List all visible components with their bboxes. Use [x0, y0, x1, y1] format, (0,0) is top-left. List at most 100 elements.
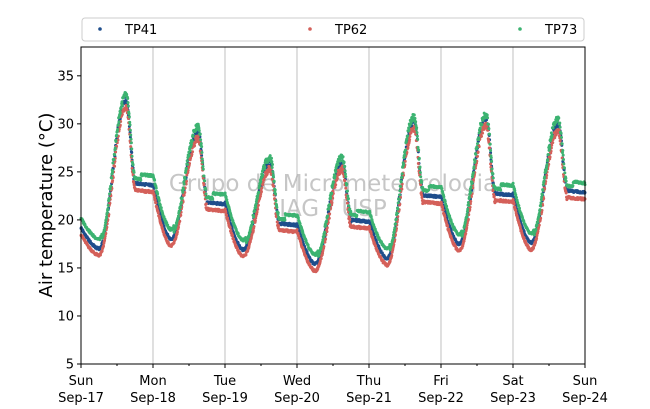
- data-point: [231, 234, 235, 238]
- data-point: [343, 164, 347, 168]
- data-point: [190, 152, 194, 156]
- data-point: [154, 201, 158, 205]
- data-point: [488, 132, 492, 136]
- data-point: [476, 150, 480, 154]
- data-point: [543, 175, 547, 179]
- data-point: [475, 145, 479, 149]
- data-point: [542, 179, 546, 183]
- data-point: [473, 159, 477, 163]
- data-point: [396, 207, 400, 211]
- data-point: [132, 170, 136, 174]
- data-point: [545, 162, 549, 166]
- data-point: [182, 182, 186, 186]
- data-point: [129, 141, 133, 145]
- data-point: [403, 153, 407, 157]
- data-point: [100, 249, 104, 253]
- data-point: [398, 189, 402, 193]
- data-point: [113, 153, 117, 157]
- data-point: [347, 204, 351, 208]
- data-point: [512, 202, 516, 206]
- data-point: [478, 126, 482, 130]
- data-point: [373, 227, 377, 231]
- data-point: [244, 253, 248, 257]
- data-point: [561, 153, 565, 157]
- data-point: [260, 186, 264, 190]
- data-point: [345, 182, 349, 186]
- data-point: [120, 100, 124, 104]
- data-point: [327, 209, 331, 213]
- data-point: [542, 197, 546, 201]
- data-point: [129, 145, 133, 149]
- data-point: [462, 229, 466, 233]
- data-point: [325, 219, 329, 223]
- data-point: [490, 159, 494, 163]
- data-point: [443, 215, 447, 219]
- data-point: [104, 218, 108, 222]
- data-point: [398, 193, 402, 197]
- data-point: [419, 175, 423, 179]
- data-point: [270, 156, 274, 160]
- data-point: [204, 202, 208, 206]
- data-point: [343, 179, 347, 183]
- data-point: [327, 216, 331, 220]
- data-point: [344, 186, 348, 190]
- x-tick-label-date: Sep-17: [58, 391, 104, 406]
- data-point: [536, 220, 540, 224]
- data-point: [534, 227, 538, 231]
- data-point: [127, 115, 131, 119]
- data-point: [486, 116, 490, 120]
- data-point: [408, 138, 412, 142]
- data-point: [514, 196, 518, 200]
- data-point: [470, 180, 474, 184]
- data-point: [107, 196, 111, 200]
- data-point: [111, 179, 115, 183]
- data-point: [255, 196, 259, 200]
- data-point: [116, 123, 120, 127]
- data-point: [276, 211, 280, 215]
- data-point: [190, 139, 194, 143]
- data-point: [336, 163, 340, 167]
- data-point: [548, 155, 552, 159]
- data-point: [465, 226, 469, 230]
- data-point: [274, 199, 278, 203]
- data-point: [188, 149, 192, 153]
- data-point: [406, 134, 410, 138]
- data-point: [400, 175, 404, 179]
- data-point: [104, 231, 108, 235]
- data-point: [539, 204, 543, 208]
- data-point: [394, 222, 397, 226]
- data-point: [559, 131, 563, 135]
- data-point: [469, 191, 473, 195]
- data-point: [415, 134, 419, 138]
- data-point: [346, 194, 350, 198]
- data-point: [257, 184, 261, 188]
- data-point: [328, 212, 332, 216]
- legend-label-tp41: TP41: [124, 23, 157, 38]
- data-point: [535, 236, 539, 240]
- x-tick-label-date: Sep-21: [346, 391, 392, 406]
- data-point: [189, 145, 193, 149]
- data-point: [274, 192, 278, 196]
- data-point: [153, 178, 157, 182]
- data-point: [406, 146, 410, 150]
- data-point: [130, 154, 134, 158]
- data-point: [113, 146, 117, 150]
- data-point: [485, 113, 489, 117]
- data-point: [420, 196, 424, 200]
- data-point: [116, 127, 120, 131]
- data-point: [250, 223, 254, 227]
- data-point: [157, 199, 161, 203]
- data-point: [275, 220, 279, 224]
- data-point: [562, 157, 565, 161]
- data-point: [324, 237, 328, 241]
- data-point: [481, 131, 485, 135]
- data-point: [443, 199, 447, 203]
- data-point: [117, 120, 121, 124]
- data-point: [129, 137, 133, 141]
- data-point: [369, 215, 373, 219]
- data-point: [472, 165, 476, 169]
- data-point: [332, 180, 336, 184]
- y-tick-label: 15: [57, 261, 74, 276]
- x-tick-label-day: Fri: [433, 374, 449, 389]
- data-point: [108, 201, 112, 205]
